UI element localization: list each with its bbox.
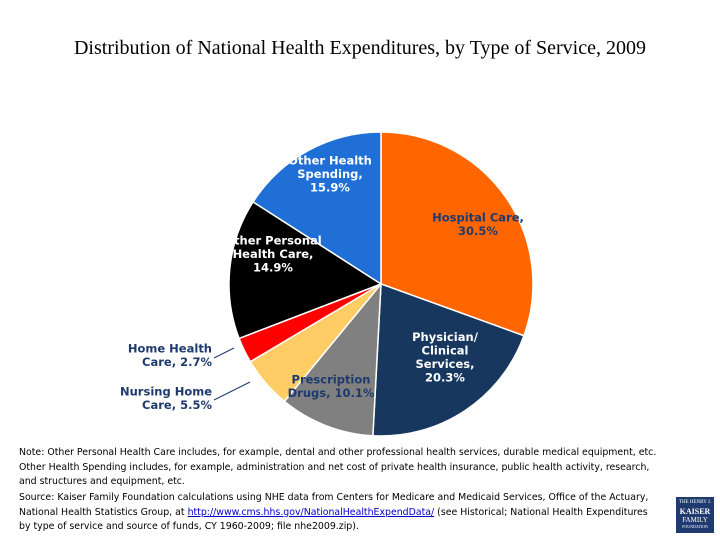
source-link[interactable]: http://www.cms.hhs.gov/NationalHealthExp… — [187, 506, 435, 518]
leader-line — [213, 381, 251, 401]
leader-line — [213, 347, 235, 359]
chart-source: Source: Kaiser Family Foundation calcula… — [19, 491, 659, 535]
pie-slice-other-health-spending — [252, 131, 382, 286]
slice-label-nursing-home-care: Nursing Home Care, 5.5% — [120, 384, 212, 412]
slice-label-other-health-spending: Other Health Spending, 15.9% — [288, 154, 372, 195]
pie-slice-other-personal-health-care — [228, 200, 383, 340]
source-text-after: (see Historical; National Health Expendi… — [19, 506, 648, 533]
slice-label-hospital-care: Hospital Care, 30.5% — [432, 210, 524, 238]
logo-line-2: KAISER — [679, 507, 711, 516]
kff-logo: THE HENRY J. KAISER FAMILY FOUNDATION — [676, 497, 714, 533]
slice-label-physician-clinical-services: Physician/Clinical Services, 20.3% — [412, 330, 479, 385]
chart-note: Note: Other Personal Health Care include… — [19, 447, 657, 487]
pie-slice-prescription-drugs — [283, 281, 382, 437]
slice-label-home-health-care: Home Health Care, 2.7% — [128, 341, 213, 369]
pie-slice-hospital-care — [380, 131, 534, 337]
pie-slice-physician-clinical-services — [372, 282, 525, 437]
slice-label-other-personal-health-care: Other Personal Health Care, 14.9% — [224, 234, 321, 275]
source-text: Source: Kaiser Family Foundation calcula… — [19, 492, 649, 518]
logo-line-4: FOUNDATION — [682, 524, 708, 529]
slice-label-prescription-drugs: Prescription Drugs, 10.1% — [288, 372, 375, 400]
logo-line-1: THE HENRY J. — [678, 500, 712, 505]
chart-title: Distribution of National Health Expendit… — [73, 37, 646, 59]
logo-line-3: FAMILY — [682, 516, 708, 524]
